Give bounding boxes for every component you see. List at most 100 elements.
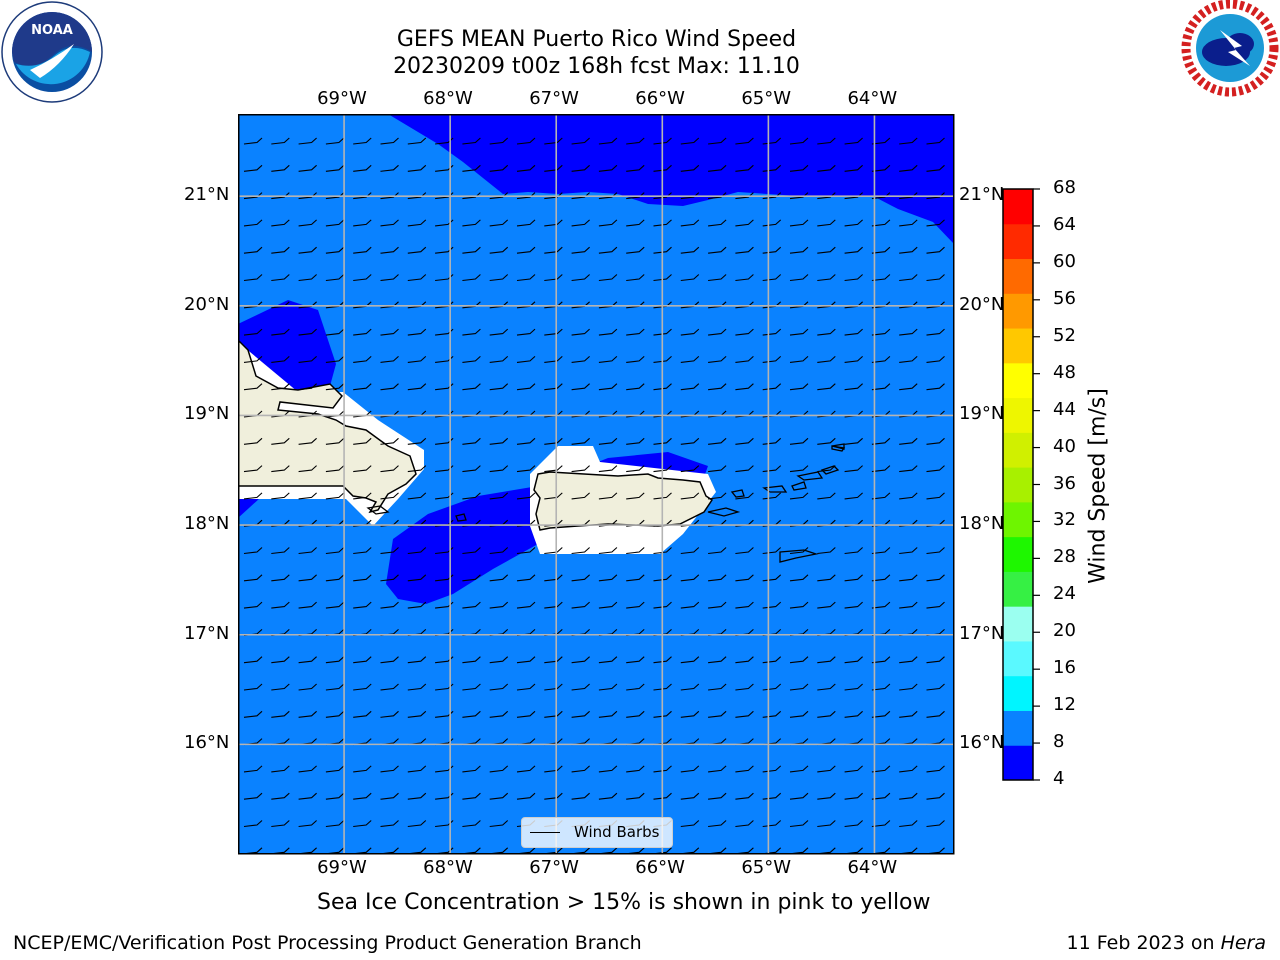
wind-barb bbox=[380, 574, 399, 582]
colorbar-tick-label: 40 bbox=[1053, 435, 1076, 457]
wind-barb bbox=[871, 192, 891, 200]
wind-barb bbox=[708, 492, 727, 500]
wind-barb bbox=[462, 192, 481, 200]
wind-barb bbox=[844, 355, 863, 363]
wind-barb bbox=[598, 601, 618, 609]
wind-barb bbox=[680, 437, 700, 445]
wind-barb bbox=[544, 355, 563, 363]
footer-date-text: 11 Feb 2023 on bbox=[1066, 932, 1215, 954]
wind-barb bbox=[353, 492, 372, 500]
wind-barb bbox=[435, 656, 454, 664]
wind-barb bbox=[298, 656, 317, 664]
wind-barb bbox=[708, 437, 727, 445]
wind-barb bbox=[789, 246, 809, 254]
wind-barb bbox=[708, 792, 727, 800]
wind-barb bbox=[762, 820, 782, 828]
wind-barb bbox=[817, 547, 836, 555]
wind-barb bbox=[325, 164, 345, 172]
wind-barb bbox=[271, 547, 290, 555]
wind-barb bbox=[298, 465, 317, 473]
island-st-john bbox=[791, 481, 807, 491]
wind-barb bbox=[871, 465, 891, 473]
wind-barb bbox=[926, 246, 945, 254]
wind-barb bbox=[926, 792, 945, 800]
colorbar-tick-label: 48 bbox=[1053, 361, 1076, 383]
wind-barb bbox=[489, 765, 509, 773]
wind-barb bbox=[435, 246, 454, 254]
wind-barb bbox=[735, 137, 754, 145]
wind-barb bbox=[844, 164, 863, 172]
graticule bbox=[238, 114, 954, 854]
wind-barb bbox=[598, 710, 618, 718]
wind-barb bbox=[516, 792, 536, 800]
wind-barb bbox=[407, 355, 427, 363]
wind-barb bbox=[762, 355, 782, 363]
wind-barb bbox=[325, 656, 345, 664]
wind-barb bbox=[435, 328, 454, 336]
wind-barb bbox=[271, 383, 290, 391]
wind-barb bbox=[598, 274, 618, 282]
wind-barb bbox=[926, 601, 945, 609]
wind-barb bbox=[680, 792, 700, 800]
wind-barb bbox=[325, 792, 345, 800]
wind-barb bbox=[325, 765, 345, 773]
wind-barb bbox=[789, 137, 809, 145]
map-frame bbox=[238, 114, 955, 855]
island-mona bbox=[455, 513, 467, 522]
colorbar-tick-label: 24 bbox=[1053, 583, 1076, 605]
footer-branch: NCEP/EMC/Verification Post Processing Pr… bbox=[13, 932, 642, 954]
wind-barb bbox=[353, 437, 372, 445]
wind-barb bbox=[325, 437, 345, 445]
wind-barb bbox=[817, 219, 836, 227]
wind-barb bbox=[298, 328, 317, 336]
wind-barb bbox=[380, 656, 399, 664]
wind-barb bbox=[544, 465, 563, 473]
wind-barb bbox=[380, 683, 399, 691]
low-wind-region-hispaniola bbox=[238, 300, 336, 392]
wind-barb bbox=[325, 547, 345, 555]
wind-barb bbox=[325, 274, 345, 282]
colorbar-band bbox=[1003, 675, 1033, 711]
colorbar-label: Wind Speed [m/s] bbox=[1085, 388, 1111, 584]
wind-barb bbox=[899, 656, 918, 664]
wind-barb bbox=[489, 465, 509, 473]
wind-barb bbox=[380, 164, 399, 172]
wind-barb bbox=[762, 383, 782, 391]
lat-label: 17°N bbox=[959, 622, 1005, 644]
wind-barb bbox=[516, 710, 536, 718]
wind-barb bbox=[435, 274, 454, 282]
wind-barb bbox=[489, 246, 509, 254]
wind-barb bbox=[817, 465, 836, 473]
wind-barb bbox=[680, 656, 700, 664]
wind-barb bbox=[735, 683, 754, 691]
wind-barb bbox=[407, 820, 427, 828]
wind-barb bbox=[653, 164, 672, 172]
wind-barbs bbox=[243, 137, 945, 854]
colorbar-band bbox=[1003, 432, 1033, 468]
wind-barb bbox=[871, 710, 891, 718]
wind-barb bbox=[325, 192, 345, 200]
wind-barb bbox=[626, 328, 645, 336]
wind-barb bbox=[735, 383, 754, 391]
island-sombrero bbox=[831, 445, 846, 452]
wind-barb bbox=[680, 601, 700, 609]
wind-barb bbox=[435, 355, 454, 363]
wind-barb bbox=[435, 465, 454, 473]
wind-barb bbox=[325, 246, 345, 254]
wind-barb bbox=[435, 164, 454, 172]
wind-barb bbox=[762, 219, 782, 227]
wind-barb bbox=[708, 820, 727, 828]
map-title: GEFS MEAN Puerto Rico Wind Speed bbox=[396, 27, 797, 52]
colorbar-band bbox=[1003, 745, 1033, 781]
wind-barb bbox=[544, 492, 563, 500]
wind-barb bbox=[407, 192, 427, 200]
svg-text:NOAA: NOAA bbox=[31, 23, 73, 38]
wind-barb bbox=[243, 219, 263, 227]
wind-barb bbox=[789, 820, 809, 828]
wind-barb bbox=[544, 246, 563, 254]
wind-barb bbox=[735, 328, 754, 336]
colorbar-tick-label: 12 bbox=[1053, 694, 1076, 716]
wind-barb bbox=[708, 328, 727, 336]
wind-barb bbox=[271, 219, 290, 227]
wind-barb bbox=[653, 601, 672, 609]
